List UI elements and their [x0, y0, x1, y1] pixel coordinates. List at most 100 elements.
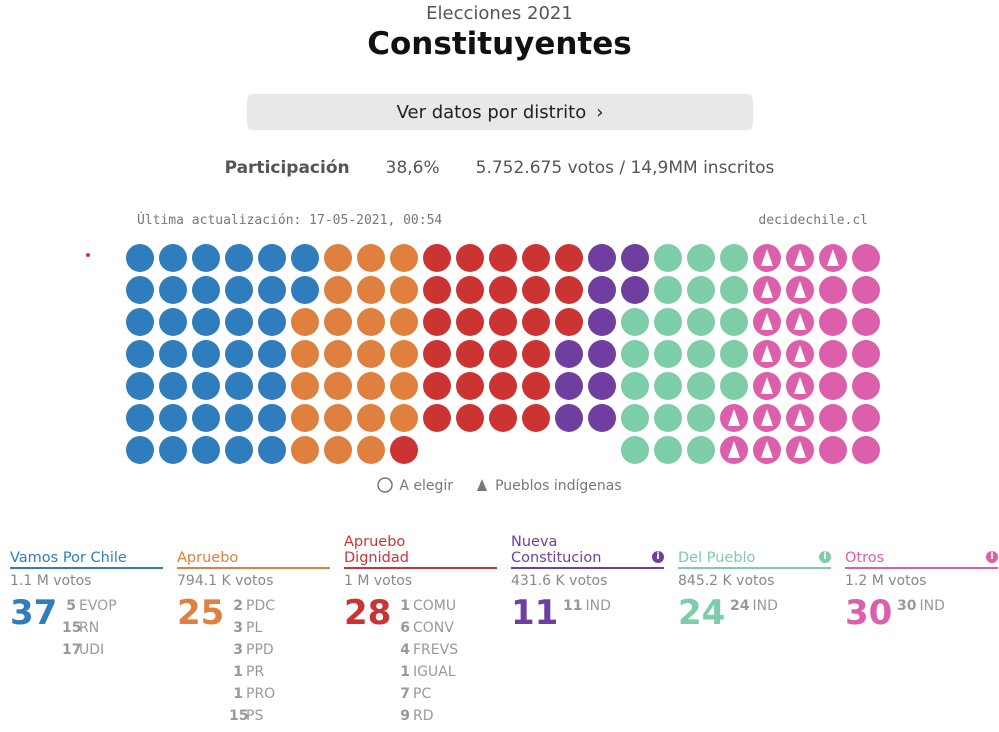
seat [588, 308, 616, 336]
list-seats: 1 [400, 664, 410, 680]
party-name: Apruebo Dignidad [344, 534, 409, 566]
seat-circle [819, 404, 847, 432]
party-votes: 1.1 M votos [10, 573, 92, 589]
indigenous-mark [794, 377, 806, 394]
seat-chart [126, 244, 880, 464]
seat [456, 372, 484, 400]
seat [324, 244, 352, 272]
list-name: PDC [246, 598, 275, 614]
seat-circle [819, 372, 847, 400]
seat-circle [291, 404, 319, 432]
seat-circle [654, 372, 682, 400]
seat [489, 276, 517, 304]
list-row: 4 FREVS [396, 639, 458, 661]
seat-circle [687, 276, 715, 304]
seat-circle [357, 404, 385, 432]
indigenous-mark [794, 249, 806, 266]
legend-label: A elegir [399, 478, 454, 494]
seat [687, 244, 715, 272]
party-seats: 37 [10, 593, 58, 633]
seat [324, 404, 352, 432]
seat [456, 244, 484, 272]
seat-circle [621, 308, 649, 336]
list-name: CONV [413, 620, 454, 636]
party-name: Nueva Constitucion [511, 534, 602, 566]
seat-circle [819, 340, 847, 368]
party-seats: 24 [678, 593, 726, 633]
seat [687, 308, 715, 336]
list-seats: 1 [233, 686, 243, 702]
seat-circle [588, 340, 616, 368]
seat-circle [588, 276, 616, 304]
seat-circle [324, 244, 352, 272]
seat [621, 436, 649, 464]
seat-circle [621, 404, 649, 432]
seat [687, 404, 715, 432]
seat [225, 372, 253, 400]
list-row: 15 PS [229, 705, 275, 727]
info-icon[interactable]: i [986, 551, 998, 563]
party-header: Otros i [845, 530, 998, 569]
seat [786, 436, 814, 464]
seat-circle [852, 404, 880, 432]
list-seats: 9 [400, 708, 410, 724]
indigenous-mark [794, 409, 806, 426]
seat [357, 436, 385, 464]
seat-circle [423, 404, 451, 432]
district-button[interactable]: Ver datos por distrito › [247, 94, 753, 130]
party-votes: 1 M votos [344, 573, 413, 589]
list-name: PRO [246, 686, 276, 702]
seat-circle [687, 244, 715, 272]
seat [126, 276, 154, 304]
seat-circle [555, 276, 583, 304]
party-lists: 2 PDC 3 PL 3 PPD 1 PR 1 PRO 15 PS [229, 595, 275, 727]
seat [225, 340, 253, 368]
party-name: Del Pueblo [678, 550, 756, 566]
list-seats: 11 [563, 598, 583, 614]
list-row: 7 PC [396, 683, 458, 705]
seat-circle [654, 308, 682, 336]
list-name: IND [919, 598, 945, 614]
list-row: 3 PL [229, 617, 275, 639]
seat [852, 276, 880, 304]
seat-circle [291, 372, 319, 400]
info-icon[interactable]: i [819, 551, 831, 563]
seat [291, 372, 319, 400]
seat [786, 372, 814, 400]
seat [192, 436, 220, 464]
seat [390, 276, 418, 304]
seat-circle [258, 308, 286, 336]
seat [390, 244, 418, 272]
party-body: 37 5 EVOP 15 RN 17 UDI [10, 593, 163, 661]
seat [357, 276, 385, 304]
party-header: Apruebo Dignidad [344, 530, 497, 569]
party-body: 30 30 IND [845, 593, 998, 633]
chevron: › [596, 101, 604, 123]
seat [390, 436, 418, 464]
list-row: 3 PPD [229, 639, 275, 661]
seat-circle [522, 372, 550, 400]
list-row: 2 PDC [229, 595, 275, 617]
indigenous-mark [761, 377, 773, 394]
seat-circle [852, 308, 880, 336]
seat-circle [192, 276, 220, 304]
seat-circle [126, 276, 154, 304]
seat-circle [687, 436, 715, 464]
indigenous-mark [728, 409, 740, 426]
seat [489, 340, 517, 368]
info-icon[interactable]: i [652, 551, 664, 563]
list-name: RD [413, 708, 434, 724]
indigenous-mark [728, 441, 740, 458]
seat-circle [324, 404, 352, 432]
seat [786, 308, 814, 336]
party-header: Vamos Por Chile [10, 530, 163, 569]
party-panel: Vamos Por Chile 1.1 M votos 37 5 EVOP 15 RN 17 U… [10, 530, 163, 661]
seat [522, 308, 550, 336]
seat-circle [390, 436, 418, 464]
seat [126, 372, 154, 400]
seat [390, 308, 418, 336]
party-name: Apruebo [177, 550, 239, 566]
seat-circle [126, 340, 154, 368]
seat [423, 372, 451, 400]
seat [291, 244, 319, 272]
